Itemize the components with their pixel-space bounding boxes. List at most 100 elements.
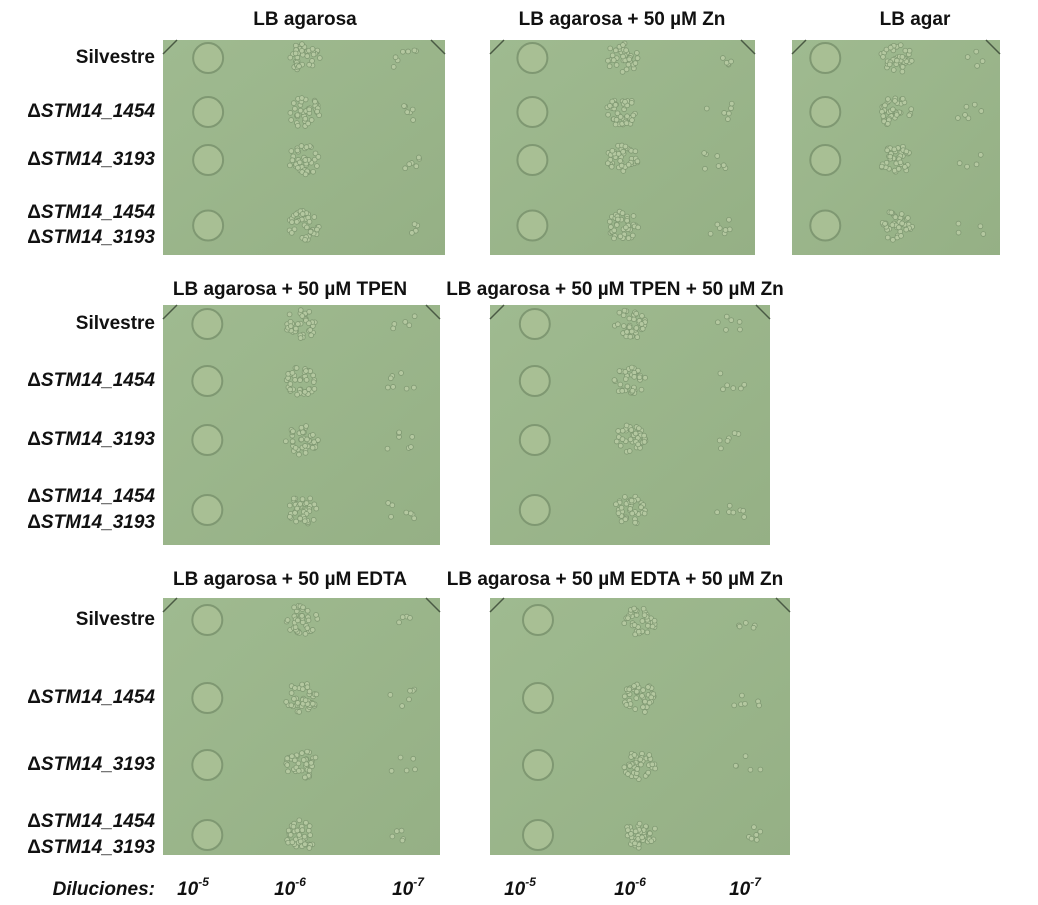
colony: [642, 511, 647, 516]
colony: [622, 765, 627, 770]
strain-label: ΔSTM14_1454: [27, 486, 155, 507]
colony-spot: [523, 750, 553, 780]
colony: [305, 608, 310, 613]
colony: [304, 424, 309, 429]
colony: [752, 825, 757, 830]
colony: [295, 700, 300, 705]
panel-title: LB agarosa + 50 µM TPEN: [173, 279, 407, 300]
colony: [310, 433, 315, 438]
colony: [903, 48, 908, 53]
colony: [315, 164, 320, 169]
colony: [743, 701, 748, 706]
colony: [732, 431, 737, 436]
colony: [627, 449, 632, 454]
colony: [727, 503, 732, 508]
dilution-base: 10: [177, 879, 199, 900]
strain-label: Silvestre: [76, 609, 155, 630]
colony: [397, 430, 402, 435]
colony-spot: [523, 605, 553, 635]
colony: [407, 162, 412, 167]
strain-label: Silvestre: [76, 47, 155, 68]
colony: [721, 387, 726, 392]
strain-prefix: Δ: [27, 227, 41, 248]
colony: [389, 768, 394, 773]
colony: [751, 625, 756, 630]
colony: [285, 763, 290, 768]
colony-spot: [810, 43, 840, 73]
colony: [637, 821, 642, 826]
colony: [885, 148, 890, 153]
colony-spot: [192, 425, 222, 455]
colony-spot: [520, 366, 550, 396]
colony-spot: [520, 425, 550, 455]
colony: [704, 106, 709, 111]
colony: [304, 501, 309, 506]
colony: [300, 497, 305, 502]
colony: [635, 767, 640, 772]
colony: [300, 42, 305, 47]
colony: [303, 450, 308, 455]
colony: [627, 687, 632, 692]
colony: [978, 224, 983, 229]
colony-spot: [517, 211, 547, 241]
colony: [303, 698, 308, 703]
colony: [402, 104, 407, 109]
colony: [288, 387, 293, 392]
colony: [411, 756, 416, 761]
strain-prefix: Δ: [27, 370, 41, 391]
colony: [607, 219, 612, 224]
colony: [731, 386, 736, 391]
colony: [885, 235, 890, 240]
colony: [703, 166, 708, 171]
dilution-base: 10: [504, 879, 526, 900]
colony: [620, 211, 625, 216]
colony-spot: [520, 495, 550, 525]
colony: [297, 64, 302, 69]
colony: [715, 510, 720, 515]
colony: [303, 775, 308, 780]
colony: [729, 101, 734, 106]
colony: [724, 327, 729, 332]
colony: [299, 96, 304, 101]
colony: [390, 503, 395, 508]
colony: [642, 613, 647, 618]
colony: [295, 618, 300, 623]
colony: [391, 65, 396, 70]
colony: [879, 164, 884, 169]
colony: [627, 764, 632, 769]
colony: [288, 163, 293, 168]
colony: [291, 496, 296, 501]
plate: [490, 305, 770, 545]
colony: [287, 312, 292, 317]
colony: [390, 834, 395, 839]
colony: [291, 101, 296, 106]
colony: [637, 375, 642, 380]
colony: [646, 770, 651, 775]
colony: [975, 63, 980, 68]
colony: [624, 330, 629, 335]
colony: [306, 828, 311, 833]
colony: [650, 624, 655, 629]
strain-label: ΔSTM14_3193: [27, 837, 155, 858]
strain-name: STM14_1454: [41, 486, 156, 507]
colony: [293, 625, 298, 630]
colony: [304, 145, 309, 150]
colony: [408, 511, 413, 516]
colony: [305, 54, 310, 59]
colony-spot: [193, 43, 223, 73]
colony: [306, 618, 311, 623]
dilution-label: 10-5: [504, 875, 536, 900]
colony: [607, 103, 612, 108]
colony: [306, 321, 311, 326]
colony: [303, 443, 308, 448]
dilution-label: 10-6: [614, 875, 646, 900]
colony: [726, 111, 731, 116]
colony: [974, 162, 979, 167]
strain-name: STM14_1454: [41, 101, 156, 122]
colony: [620, 428, 625, 433]
colony: [634, 326, 639, 331]
colony: [890, 107, 895, 112]
dilution-exponent: -5: [525, 875, 536, 889]
colony: [621, 149, 626, 154]
colony: [720, 56, 725, 61]
